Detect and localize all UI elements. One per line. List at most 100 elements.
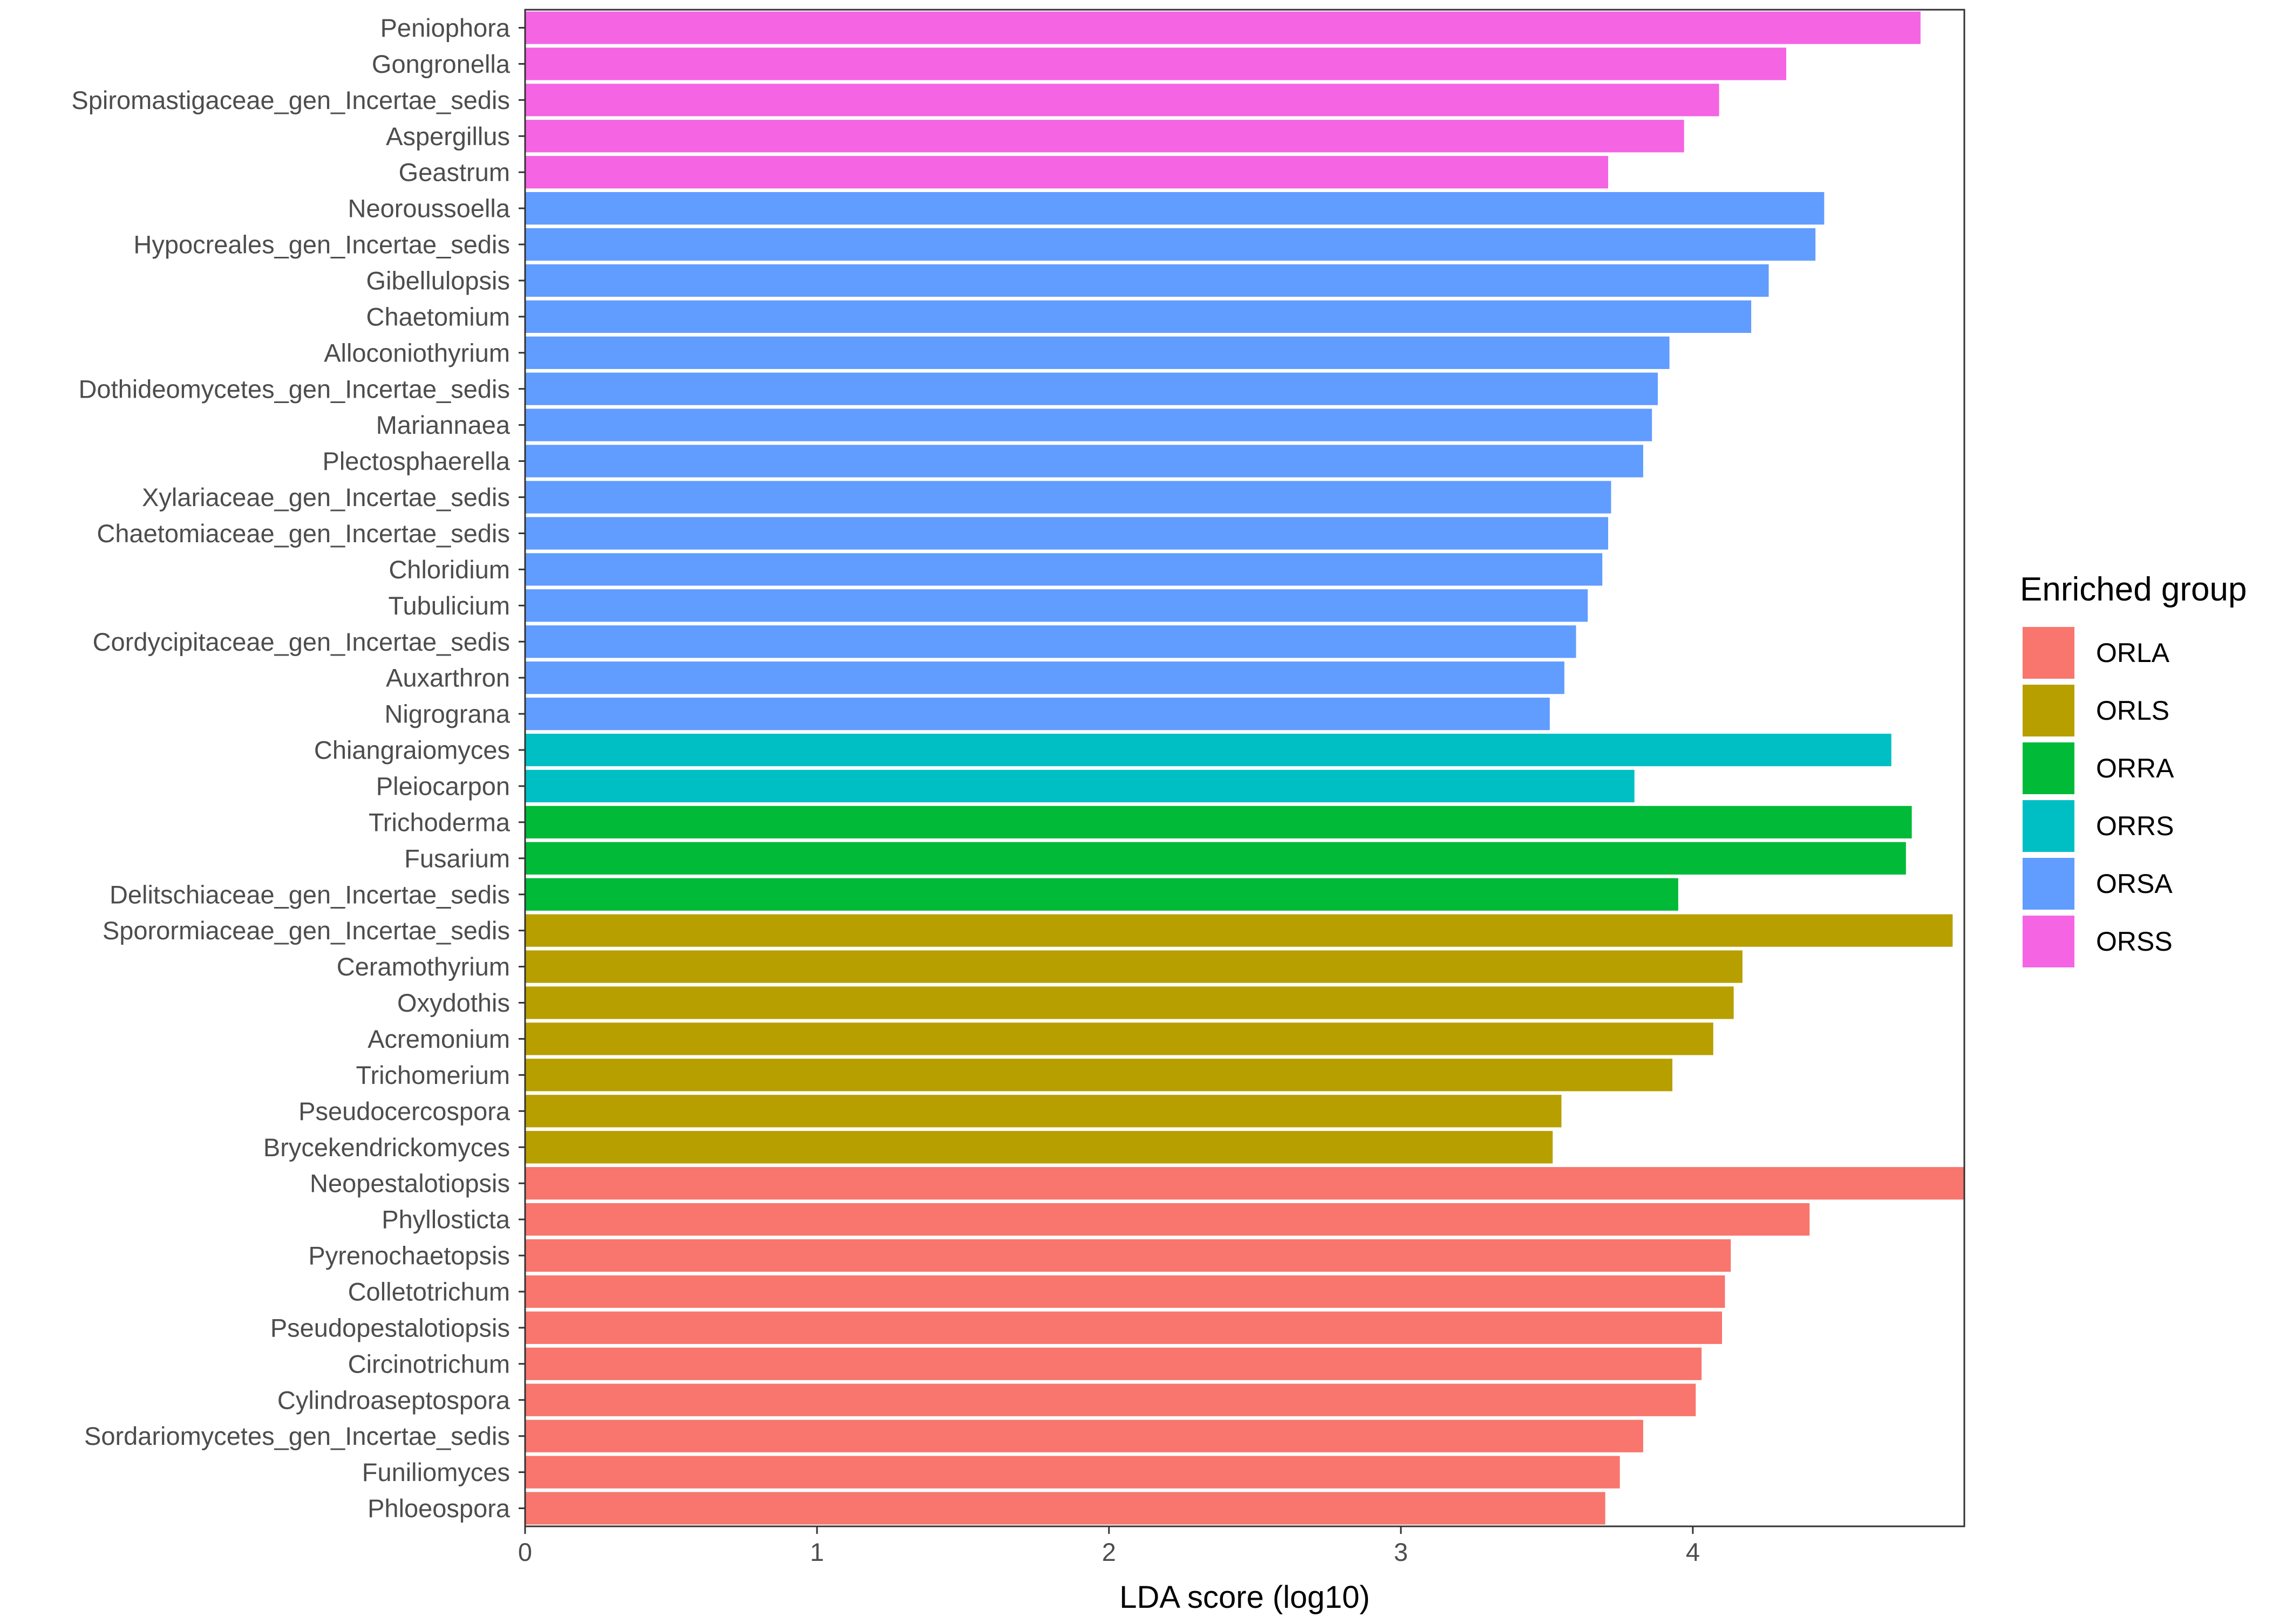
category-label: Dothideomycetes_gen_Incertae_sedis [78, 374, 510, 403]
category-label: Pleiocarpon [376, 772, 510, 800]
bar-delitschiaceae-gen-incertae-sedis [525, 878, 1678, 911]
legend-key-orsa [2023, 858, 2074, 910]
bar-circinotrichum [525, 1347, 1702, 1380]
bar-oxydothis [525, 986, 1734, 1019]
legend-title: Enriched group [2020, 571, 2247, 608]
x-tick-label: 1 [810, 1538, 824, 1566]
category-label: Colletotrichum [348, 1277, 510, 1306]
legend-key-orss [2023, 916, 2074, 967]
category-label: Chaetomium [366, 302, 510, 331]
bar-funiliomyces [525, 1456, 1620, 1489]
bar-pseudocercospora [525, 1095, 1562, 1128]
bar-fusarium [525, 842, 1906, 875]
bar-hypocreales-gen-incertae-sedis [525, 228, 1816, 261]
category-label: Brycekendrickomyces [263, 1133, 510, 1162]
bar-gibellulopsis [525, 264, 1769, 297]
legend-key-orls [2023, 685, 2074, 736]
x-tick-label: 3 [1394, 1538, 1408, 1566]
category-label: Sordariomycetes_gen_Incertae_sedis [84, 1422, 510, 1450]
category-label: Mariannaea [376, 411, 511, 439]
category-label: Sporormiaceae_gen_Incertae_sedis [103, 916, 510, 945]
bar-pleiocarpon [525, 769, 1635, 803]
bar-gongronella [525, 47, 1787, 80]
legend-label-orls: ORLS [2096, 695, 2169, 726]
x-axis: 0 1 2 3 4 [518, 1526, 1700, 1566]
bar-aspergillus [525, 120, 1684, 153]
bar-peniophora [525, 11, 1921, 44]
x-tick-label: 2 [1102, 1538, 1116, 1566]
category-label: Peniophora [380, 13, 511, 42]
legend-label-orsa: ORSA [2096, 869, 2173, 899]
category-label: Cylindroaseptospora [277, 1386, 511, 1414]
legend: Enriched group ORLA ORLS ORRA ORRS ORSA ORSS [2020, 571, 2247, 967]
category-label: Geastrum [399, 158, 510, 187]
category-label: Plectosphaerella [323, 447, 511, 475]
category-label: Auxarthron [386, 664, 510, 692]
bar-dothideomycetes-gen-incertae-sedis [525, 372, 1658, 405]
category-label: Pseudopestalotiopsis [270, 1313, 510, 1342]
category-label: Acremonium [368, 1025, 510, 1053]
x-axis-title: LDA score (log10) [1119, 1580, 1370, 1615]
legend-label-orrs: ORRS [2096, 811, 2174, 841]
category-label: Neoroussoella [348, 194, 511, 223]
bar-chaetomiaceae-gen-incertae-sedis [525, 517, 1609, 550]
legend-label-orra: ORRA [2096, 753, 2174, 783]
bar-neopestalotiopsis [525, 1167, 1964, 1200]
bar-plectosphaerella [525, 445, 1643, 477]
bar-sporormiaceae-gen-incertae-sedis [525, 914, 1953, 947]
bar-pseudopestalotiopsis [525, 1311, 1722, 1345]
bar-chiangraiomyces [525, 733, 1891, 767]
bar-mariannaea [525, 408, 1652, 441]
bar-geastrum [525, 156, 1609, 189]
bar-phloeospora [525, 1492, 1605, 1525]
category-label: Circinotrichum [348, 1349, 510, 1378]
category-labels: Peniophora Gongronella Spiromastigaceae_ge… [71, 13, 525, 1523]
category-label: Tubulicium [389, 591, 511, 620]
legend-key-orla [2023, 627, 2074, 679]
category-label: Hypocreales_gen_Incertae_sedis [133, 230, 510, 259]
category-label: Trichomerium [356, 1061, 510, 1089]
bar-trichomerium [525, 1059, 1673, 1091]
bar-pyrenochaetopsis [525, 1239, 1731, 1272]
legend-label-orla: ORLA [2096, 638, 2170, 668]
bar-neoroussoella [525, 192, 1825, 225]
category-label: Pseudocercospora [298, 1097, 511, 1125]
category-label: Nigrograna [384, 700, 510, 728]
category-label: Neopestalotiopsis [310, 1169, 510, 1198]
bar-ceramothyrium [525, 950, 1743, 983]
bar-auxarthron [525, 661, 1564, 694]
bar-trichoderma [525, 806, 1912, 839]
legend-label-orss: ORSS [2096, 926, 2173, 957]
category-label: Phyllosticta [382, 1205, 511, 1234]
bar-xylariaceae-gen-incertae-sedis [525, 481, 1611, 514]
category-label: Ceramothyrium [337, 952, 510, 981]
legend-key-orra [2023, 742, 2074, 794]
bar-phyllosticta [525, 1203, 1810, 1236]
x-tick-label: 0 [518, 1538, 532, 1566]
bar-chloridium [525, 553, 1603, 586]
category-label: Xylariaceae_gen_Incertae_sedis [142, 483, 510, 511]
legend-key-orrs [2023, 800, 2074, 852]
category-label: Funiliomyces [362, 1458, 510, 1486]
x-tick-label: 4 [1686, 1538, 1700, 1566]
category-label: Cordycipitaceae_gen_Incertae_sedis [93, 627, 510, 656]
bar-colletotrichum [525, 1275, 1725, 1308]
bar-alloconiothyrium [525, 336, 1670, 369]
bar-cordycipitaceae-gen-incertae-sedis [525, 625, 1576, 658]
bar-brycekendrickomyces [525, 1131, 1553, 1164]
bar-nigrograna [525, 697, 1550, 731]
bar-spiromastigaceae-gen-incertae-sedis [525, 84, 1719, 117]
bar-sordariomycetes-gen-incertae-sedis [525, 1420, 1643, 1452]
category-label: Chaetomiaceae_gen_Incertae_sedis [97, 519, 510, 548]
category-label: Chloridium [389, 555, 510, 584]
category-label: Oxydothis [397, 988, 510, 1017]
bar-tubulicium [525, 589, 1588, 622]
category-label: Aspergillus [386, 122, 510, 151]
bars-layer [525, 11, 1964, 1525]
category-label: Gibellulopsis [366, 266, 510, 295]
bar-acremonium [525, 1022, 1713, 1055]
category-label: Pyrenochaetopsis [308, 1241, 510, 1270]
bar-cylindroaseptospora [525, 1383, 1696, 1416]
